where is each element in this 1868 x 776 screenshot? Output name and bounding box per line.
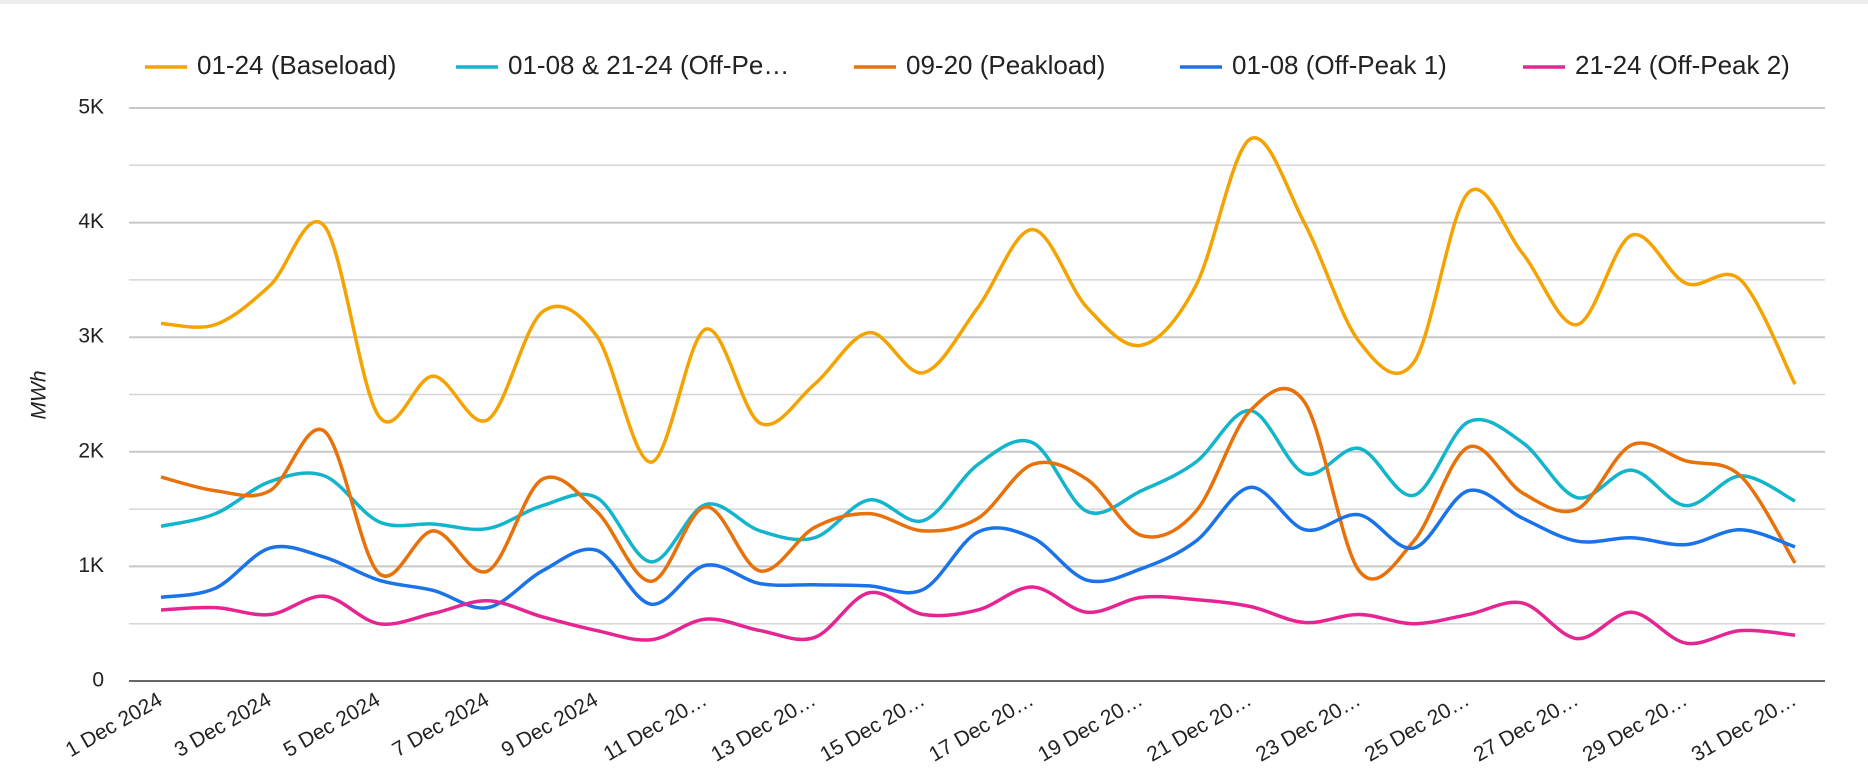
legend-label: 01-24 (Baseload) [197, 50, 396, 80]
x-tick-label: 27 Dec 20… [1470, 688, 1583, 766]
x-tick-label: 13 Dec 20… [707, 688, 820, 766]
x-tick-label: 11 Dec 20… [600, 688, 711, 766]
y-axis-label: MWh [28, 371, 51, 420]
series-line [160, 485, 1796, 610]
x-tick-label: 5 Dec 2024 [280, 688, 385, 762]
x-tick-label: 25 Dec 20… [1361, 688, 1474, 766]
series-line [160, 585, 1796, 646]
x-tick-label: 17 Dec 20… [925, 688, 1038, 766]
x-tick-label: 7 Dec 2024 [389, 688, 494, 762]
legend-label: 01-08 (Off-Peak 1) [1232, 50, 1447, 80]
x-tick-label: 15 Dec 20… [816, 688, 929, 766]
x-tick-label: 21 Dec 20… [1143, 688, 1256, 766]
x-tick-label: 29 Dec 20… [1579, 688, 1692, 766]
x-tick-label: 23 Dec 20… [1252, 688, 1365, 766]
x-tick-label: 31 Dec 20… [1688, 688, 1801, 766]
x-tick-label: 19 Dec 20… [1034, 688, 1147, 766]
top-bar [0, 0, 1868, 4]
series-line [160, 136, 1797, 464]
x-tick-label: 3 Dec 2024 [171, 688, 276, 762]
x-tick-label: 9 Dec 2024 [497, 688, 602, 762]
y-tick-label: 5K [78, 96, 104, 119]
y-tick-label: 4K [78, 210, 104, 233]
legend-label: 21-24 (Off-Peak 2) [1575, 50, 1790, 80]
x-tick-label: 1 Dec 2024 [62, 688, 167, 762]
series-line [160, 386, 1797, 584]
y-tick-label: 1K [78, 554, 104, 577]
y-tick-label: 3K [78, 325, 104, 348]
y-tick-label: 2K [78, 439, 104, 462]
legend-label: 01-08 & 21-24 (Off-Pe… [508, 50, 789, 80]
series-line [160, 408, 1796, 564]
legend-label: 09-20 (Peakload) [906, 50, 1105, 80]
y-tick-label: 0 [92, 669, 104, 692]
